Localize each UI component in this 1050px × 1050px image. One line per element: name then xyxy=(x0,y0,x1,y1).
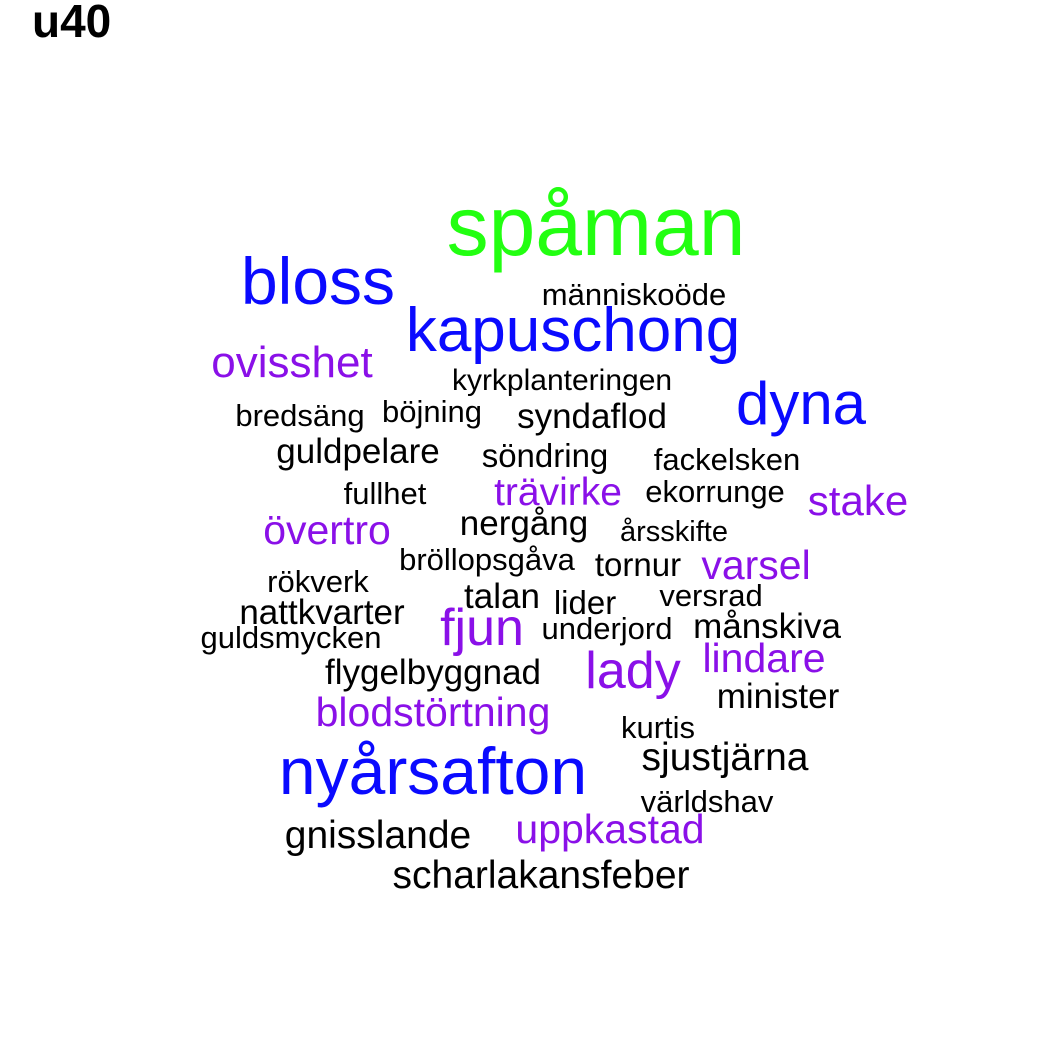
word-minister: minister xyxy=(716,677,840,716)
word-fackelsken: fackelsken xyxy=(653,442,801,477)
word-böjning: böjning xyxy=(382,394,482,429)
word-världshav: världshav xyxy=(640,784,774,819)
word-övertro: övertro xyxy=(263,507,391,553)
word-lindare: lindare xyxy=(702,635,826,681)
word-bloss: bloss xyxy=(240,244,396,318)
word-ekorrunge: ekorrunge xyxy=(645,474,785,509)
word-versrad: versrad xyxy=(659,578,763,613)
word-nergång: nergång xyxy=(459,504,589,543)
word-spåman: spåman xyxy=(446,179,746,273)
word-lady: lady xyxy=(585,642,681,700)
word-tornur: tornur xyxy=(594,546,682,583)
word-nattkvarter: nattkvarter xyxy=(239,593,405,632)
word-talan: talan xyxy=(464,577,540,616)
word-fullhet: fullhet xyxy=(343,476,427,511)
word-sjustjärna: sjustjärna xyxy=(641,736,809,779)
word-flygelbyggnad: flygelbyggnad xyxy=(325,653,541,692)
word-dyna: dyna xyxy=(735,370,867,437)
word-gnisslande: gnisslande xyxy=(284,814,472,857)
word-bredsäng: bredsäng xyxy=(235,398,365,433)
word-årsskifte: årsskifte xyxy=(620,516,728,548)
word-blodstörtning: blodstörtning xyxy=(315,689,551,735)
word-fjun: fjun xyxy=(440,599,524,657)
word-kapuschong: kapuschong xyxy=(405,296,741,365)
word-varsel: varsel xyxy=(701,542,811,588)
word-scharlakansfeber: scharlakansfeber xyxy=(392,854,690,897)
word-kurtis: kurtis xyxy=(620,710,696,745)
word-söndring: söndring xyxy=(481,437,609,474)
word-människoöde: människoöde xyxy=(541,277,727,312)
word-nyårsafton: nyårsafton xyxy=(278,734,588,808)
word-syndaflod: syndaflod xyxy=(517,397,667,436)
word-uppkastad: uppkastad xyxy=(515,806,705,852)
word-ovisshet: ovisshet xyxy=(211,338,373,387)
word-bröllopsgåva: bröllopsgåva xyxy=(399,542,575,577)
word-kyrkplanteringen: kyrkplanteringen xyxy=(451,364,673,397)
word-stake: stake xyxy=(807,477,909,524)
word-guldsmycken: guldsmycken xyxy=(200,620,382,655)
word-trävirke: trävirke xyxy=(494,471,622,514)
word-underjord: underjord xyxy=(541,611,673,646)
word-lider: lider xyxy=(553,584,617,621)
panel-title: u40 xyxy=(32,0,112,47)
word-guldpelare: guldpelare xyxy=(276,432,440,471)
word-rökverk: rökverk xyxy=(267,564,369,599)
word-månskiva: månskiva xyxy=(693,607,841,646)
